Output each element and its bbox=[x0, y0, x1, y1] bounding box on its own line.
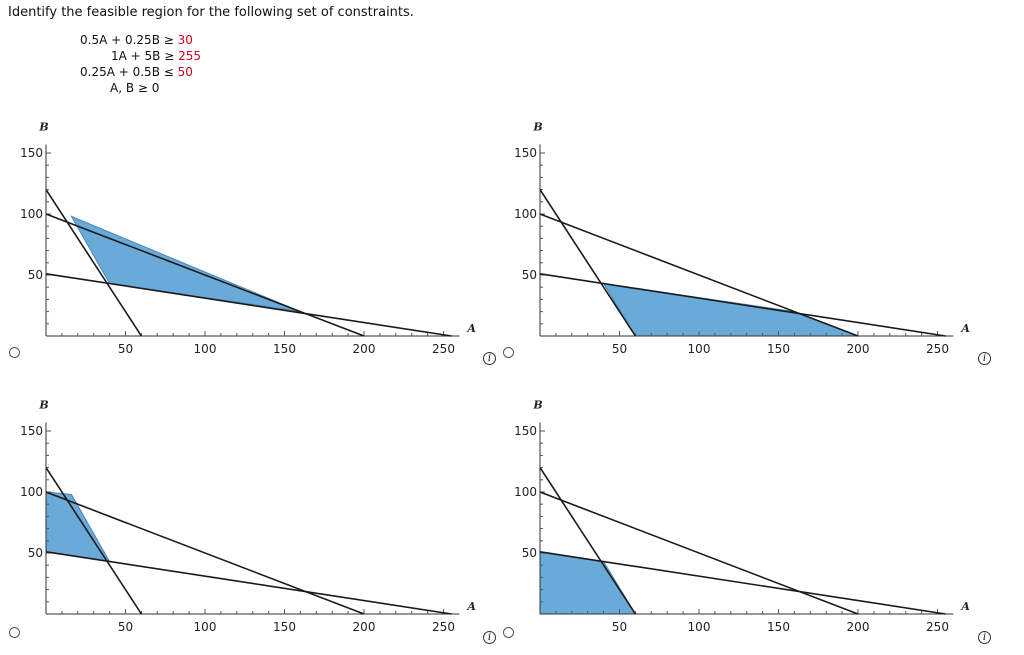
option-3-info-icon[interactable]: i bbox=[483, 631, 496, 644]
y-tick-label: 50 bbox=[522, 546, 537, 560]
option-1-radio[interactable] bbox=[9, 347, 20, 358]
constraint-2: 1A + 5B ≥ 255 bbox=[111, 49, 201, 63]
y-axis-label: B bbox=[38, 398, 48, 411]
constraint-3: 0.25A + 0.5B ≤ 50 bbox=[80, 65, 193, 79]
constraint-line-2 bbox=[539, 550, 946, 615]
x-tick-label: 50 bbox=[118, 342, 133, 356]
constraint-1: 0.5A + 0.25B ≥ 30 bbox=[80, 33, 193, 47]
constraint-4-relation: ≥ bbox=[137, 81, 148, 95]
x-tick-label: 50 bbox=[612, 342, 627, 356]
y-tick-label: 150 bbox=[514, 146, 537, 160]
constraint-3-lhs: 0.25A + 0.5B bbox=[80, 65, 160, 79]
y-axis-label: B bbox=[532, 120, 542, 133]
constraint-3-rhs: 50 bbox=[177, 65, 193, 79]
y-tick-label: 50 bbox=[522, 268, 537, 282]
x-tick-label: 200 bbox=[353, 342, 376, 356]
x-tick-label: 250 bbox=[432, 342, 455, 356]
x-tick-label: 150 bbox=[767, 342, 790, 356]
y-tick-label: 50 bbox=[28, 546, 43, 560]
x-tick-label: 150 bbox=[273, 342, 296, 356]
constraint-4-lhs: A, B bbox=[110, 81, 135, 95]
option-2-radio[interactable] bbox=[503, 347, 514, 358]
constraint-line-1 bbox=[45, 467, 143, 615]
x-axis-label: A bbox=[960, 322, 970, 335]
y-tick-label: 100 bbox=[514, 485, 537, 499]
x-tick-label: 250 bbox=[926, 342, 949, 356]
option-1-info-icon[interactable]: i bbox=[483, 352, 496, 365]
y-tick-label: 150 bbox=[20, 146, 43, 160]
y-tick-label: 50 bbox=[28, 268, 43, 282]
constraint-4-rhs: 0 bbox=[151, 81, 160, 95]
x-tick-label: 200 bbox=[847, 620, 870, 634]
x-tick-label: 100 bbox=[194, 620, 217, 634]
x-tick-label: 150 bbox=[767, 620, 790, 634]
x-tick-label: 200 bbox=[353, 620, 376, 634]
constraint-line-3 bbox=[45, 491, 365, 615]
constraint-line-1 bbox=[539, 189, 637, 337]
y-axis-label: B bbox=[38, 120, 48, 133]
option-4-info-icon[interactable]: i bbox=[978, 631, 991, 644]
y-tick-label: 100 bbox=[514, 207, 537, 221]
x-tick-label: 200 bbox=[847, 342, 870, 356]
x-tick-label: 250 bbox=[432, 620, 455, 634]
constraint-line-2 bbox=[45, 272, 452, 337]
constraint-1-relation: ≥ bbox=[163, 33, 174, 47]
feasible-region bbox=[539, 551, 637, 615]
option-4-radio[interactable] bbox=[503, 627, 514, 638]
constraint-line-2 bbox=[539, 272, 946, 337]
constraint-2-relation: ≥ bbox=[164, 49, 175, 63]
question-text: Identify the feasible region for the fol… bbox=[8, 5, 414, 20]
constraint-line-3 bbox=[45, 213, 365, 337]
constraint-line-2 bbox=[45, 550, 452, 615]
constraint-2-rhs: 255 bbox=[178, 49, 202, 63]
x-tick-label: 100 bbox=[688, 620, 711, 634]
x-axis-label: A bbox=[960, 600, 970, 613]
constraint-2-lhs: 1A + 5B bbox=[111, 49, 161, 63]
x-tick-label: 150 bbox=[273, 620, 296, 634]
y-tick-label: 100 bbox=[20, 485, 43, 499]
constraint-line-1 bbox=[539, 467, 637, 615]
y-tick-label: 150 bbox=[514, 424, 537, 438]
x-tick-label: 50 bbox=[612, 620, 627, 634]
x-tick-label: 100 bbox=[194, 342, 217, 356]
option-3-radio[interactable] bbox=[9, 627, 20, 638]
constraint-line-3 bbox=[539, 213, 859, 337]
constraint-list: 0.5A + 0.25B ≥ 30 1A + 5B ≥ 255 0.25A + … bbox=[80, 33, 230, 97]
constraint-3-relation: ≤ bbox=[163, 65, 174, 79]
constraint-1-rhs: 30 bbox=[177, 33, 193, 47]
x-axis-label: A bbox=[466, 322, 476, 335]
constraint-line-3 bbox=[539, 491, 859, 615]
x-tick-label: 250 bbox=[926, 620, 949, 634]
x-axis-label: A bbox=[466, 600, 476, 613]
constraint-line-1 bbox=[45, 189, 143, 337]
x-tick-label: 50 bbox=[118, 620, 133, 634]
y-axis-label: B bbox=[532, 398, 542, 411]
y-tick-label: 150 bbox=[20, 424, 43, 438]
constraint-4: A, B ≥ 0 bbox=[110, 81, 159, 95]
option-2-info-icon[interactable]: i bbox=[978, 352, 991, 365]
y-tick-label: 100 bbox=[20, 207, 43, 221]
x-tick-label: 100 bbox=[688, 342, 711, 356]
constraint-1-lhs: 0.5A + 0.25B bbox=[80, 33, 160, 47]
